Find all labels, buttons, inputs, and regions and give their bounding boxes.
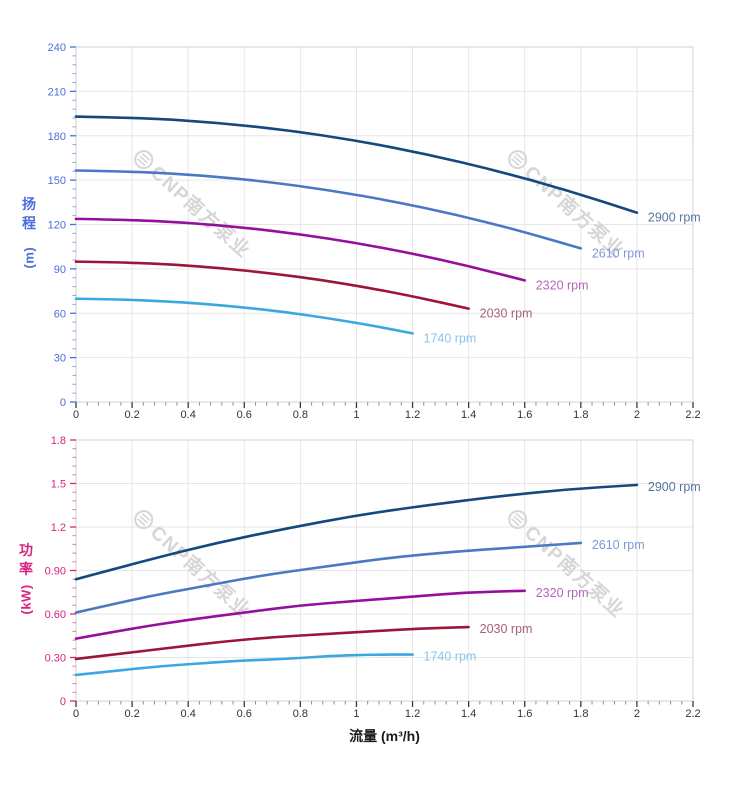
curve-label-2610-rpm: 2610 rpm	[592, 246, 645, 260]
power-y-axis-unit: (kW)	[18, 584, 34, 615]
curve-label-1740-rpm: 1740 rpm	[424, 331, 477, 345]
x-tick-label: 0.4	[181, 409, 196, 421]
y-tick-label: 90	[54, 264, 66, 276]
y-tick-label: 240	[48, 42, 66, 54]
x-tick-label: 0.6	[237, 708, 252, 720]
curve-label-2900-rpm: 2900 rpm	[648, 211, 701, 225]
watermark: CNP南方泵业	[134, 150, 256, 263]
y-tick-label: 0.30	[45, 653, 66, 665]
x-tick-label: 1.2	[405, 708, 420, 720]
curve-label-2320-rpm: 2320 rpm	[536, 586, 589, 600]
x-tick-label: 1.4	[461, 708, 476, 720]
x-tick-label: 1.2	[405, 409, 420, 421]
power-chart: CNP南方泵业 CNP南方泵业 0 0.2 0.4 0.6 0.8 1 1.2 1.4 1.6 1.8…	[45, 435, 701, 720]
watermark-layer: CNP南方泵业 CNP南方泵业	[134, 150, 630, 263]
head-y-axis-title-text: 扬程	[22, 196, 36, 231]
x-tick-label: 1.8	[573, 409, 588, 421]
watermark-text: CNP南方泵业	[520, 521, 629, 623]
head-chart: CNP南方泵业 CNP南方泵业 0 0.2 0.4 0.6 0.8 1 1.2 1.4 1.6 1.8…	[48, 42, 701, 421]
y-tick-label: 60	[54, 308, 66, 320]
curve-2030-rpm	[74, 260, 470, 310]
y-tick-labels: 0 30 60 90 120 150 180 210 240	[48, 42, 66, 409]
x-tick-label: 0.8	[293, 708, 308, 720]
x-tick-label: 2.2	[685, 409, 700, 421]
y-tick-label: 180	[48, 131, 66, 143]
gridlines	[76, 47, 693, 402]
x-tick-labels: 0 0.2 0.4 0.6 0.8 1 1.2 1.4 1.6 1.8 2 2.2	[73, 409, 701, 421]
power-y-axis-title-text: 功率	[19, 542, 33, 577]
curve-2610-rpm	[74, 169, 583, 250]
x-tick-label: 1	[353, 409, 359, 421]
y-tick-label: 0	[60, 696, 66, 708]
curve-label-2030-rpm: 2030 rpm	[480, 622, 533, 636]
cnp-circle-logo-icon	[134, 510, 154, 530]
cnp-circle-logo-icon	[134, 150, 154, 170]
curve-label-2320-rpm: 2320 rpm	[536, 278, 589, 292]
x-axis-title: 流量 (m³/h)	[349, 728, 420, 744]
cnp-circle-logo-icon	[508, 510, 528, 530]
y-tick-label: 1.2	[51, 522, 66, 534]
curve-label-1740-rpm: 1740 rpm	[424, 650, 477, 664]
watermark-layer: CNP南方泵业 CNP南方泵业	[134, 510, 630, 623]
y-tick-label: 210	[48, 86, 66, 98]
power-y-axis-title: 功率 (kW)	[16, 541, 36, 615]
x-tick-label: 0	[73, 708, 79, 720]
y-tick-labels: 0 0.30 0.60 0.90 1.2 1.5 1.8	[45, 435, 66, 708]
curve-1740-rpm	[74, 653, 414, 677]
x-tick-label: 0.2	[124, 708, 139, 720]
watermark: CNP南方泵业	[134, 510, 256, 623]
axis-ticks	[70, 46, 694, 408]
y-tick-label: 0.90	[45, 566, 66, 578]
x-tick-label: 2	[634, 708, 640, 720]
head-y-axis-unit: (m)	[21, 246, 37, 269]
gridlines	[76, 440, 693, 701]
curve-2610-rpm	[74, 541, 583, 614]
watermark: CNP南方泵业	[508, 510, 630, 623]
x-tick-label: 0.6	[237, 409, 252, 421]
x-tick-label: 2.2	[685, 708, 700, 720]
y-tick-label: 120	[48, 220, 66, 232]
watermark-text: CNP南方泵业	[146, 521, 255, 623]
y-tick-label: 150	[48, 175, 66, 187]
curve-label-2900-rpm: 2900 rpm	[648, 480, 701, 494]
head-y-axis-title: 扬程 (m)	[19, 195, 39, 269]
x-tick-label: 1.4	[461, 409, 476, 421]
curve-2030-rpm	[74, 625, 470, 661]
x-tick-label: 2	[634, 409, 640, 421]
curve-label-2030-rpm: 2030 rpm	[480, 307, 533, 321]
x-tick-label: 0.4	[181, 708, 196, 720]
curve-label-2610-rpm: 2610 rpm	[592, 538, 645, 552]
x-tick-label: 1	[353, 708, 359, 720]
curve-2320-rpm	[74, 589, 527, 640]
y-tick-label: 0.60	[45, 609, 66, 621]
curve-2320-rpm	[74, 217, 527, 282]
y-tick-label: 1.8	[51, 435, 66, 447]
cnp-circle-logo-icon	[508, 150, 528, 170]
x-tick-label: 0.2	[124, 409, 139, 421]
curve-1740-rpm	[74, 297, 414, 335]
x-tick-labels: 0 0.2 0.4 0.6 0.8 1 1.2 1.4 1.6 1.8 2 2.2	[73, 708, 701, 720]
curve-2900-rpm	[74, 115, 639, 214]
x-tick-label: 0.8	[293, 409, 308, 421]
axis-ticks	[70, 439, 694, 707]
y-tick-label: 30	[54, 353, 66, 365]
curve-2900-rpm	[74, 483, 639, 581]
x-tick-label: 0	[73, 409, 79, 421]
x-tick-label: 1.8	[573, 708, 588, 720]
x-tick-label: 1.6	[517, 409, 532, 421]
y-tick-label: 1.5	[51, 479, 66, 491]
x-tick-label: 1.6	[517, 708, 532, 720]
y-tick-label: 0	[60, 397, 66, 409]
